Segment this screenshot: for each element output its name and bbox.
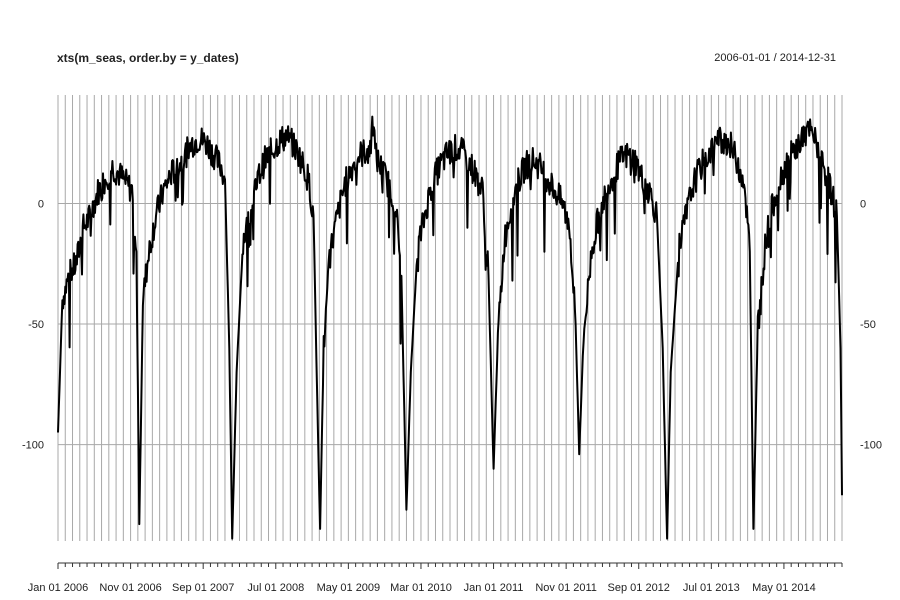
y-axis: 0 0 -50 -50 -100 -100 <box>22 198 882 451</box>
x-tick-label: Jan 01 2011 <box>464 582 524 594</box>
x-tick-label: Jan 01 2006 <box>28 582 89 594</box>
x-tick-label: Jul 01 2013 <box>683 582 740 594</box>
x-tick-label: Nov 01 2011 <box>535 582 597 594</box>
x-tick-label: Sep 01 2007 <box>172 582 234 594</box>
x-tick-label: Jul 01 2008 <box>247 582 304 594</box>
x-tick-label: May 01 2009 <box>317 582 381 594</box>
horizontal-grid <box>58 202 842 446</box>
x-tick-label: Nov 01 2006 <box>99 582 161 594</box>
y-tick-label-left: -50 <box>28 319 44 331</box>
date-range-label: 2006-01-01 / 2014-12-31 <box>714 52 836 64</box>
chart-title: xts(m_seas, order.by = y_dates) <box>57 51 239 65</box>
y-tick-label-left: 0 <box>38 198 44 210</box>
series-line-m_seas <box>57 115 843 540</box>
x-tick-label: Mar 01 2010 <box>390 582 452 594</box>
x-tick-label: Sep 01 2012 <box>608 582 670 594</box>
x-axis: Jan 01 2006 Nov 01 2006 Sep 01 2007 Jul 01 … <box>28 562 843 594</box>
x-tick-label: May 01 2014 <box>752 582 816 594</box>
series-group <box>57 115 843 540</box>
y-tick-label-left: -100 <box>22 440 44 452</box>
y-tick-label-right: 0 <box>860 198 866 210</box>
y-tick-label-right: -100 <box>860 440 882 452</box>
y-tick-label-right: -50 <box>860 319 876 331</box>
